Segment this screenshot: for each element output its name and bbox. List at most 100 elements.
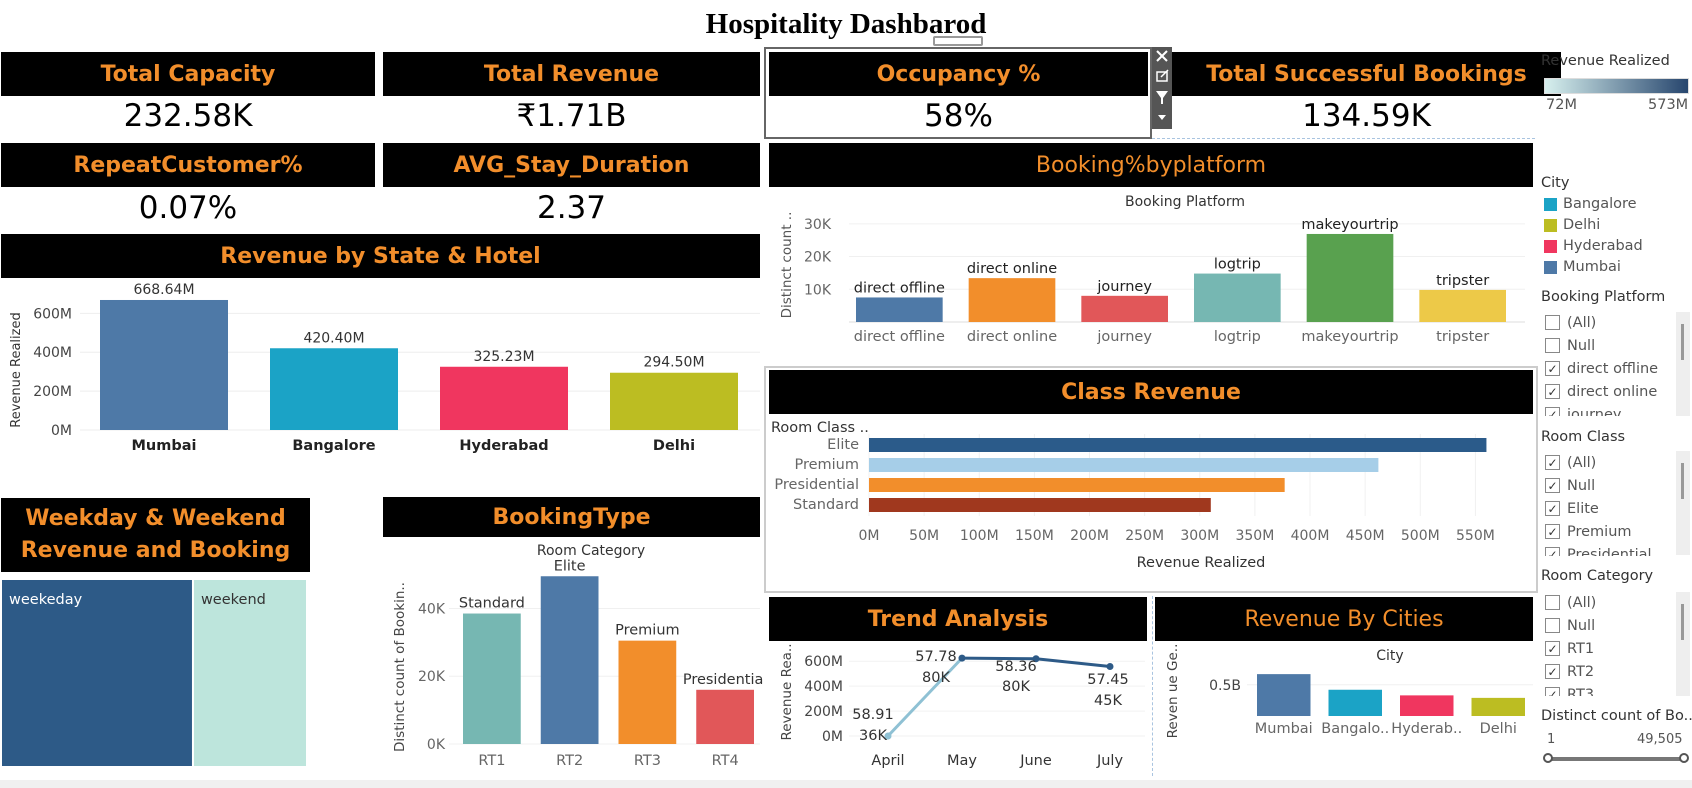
scrollbar-thumb[interactable] <box>1681 324 1684 360</box>
checkbox-checked[interactable]: ✓ <box>1545 478 1560 493</box>
slider-min-handle[interactable] <box>1543 753 1553 763</box>
legend-label: Mumbai <box>1563 259 1621 275</box>
kpi-repeat-customer-header: RepeatCustomer% <box>1 143 375 187</box>
room-class-filter-list[interactable]: ✓ (All) ✓ Null ✓ Elite ✓ Premium ✓ Presidential <box>1541 451 1681 556</box>
filter-option-label: Elite <box>1567 500 1599 517</box>
data-label-occupancy: 57.45 <box>1087 672 1129 688</box>
filter-option[interactable]: ✓ (All) <box>1541 451 1681 474</box>
x-tick-label: makeyourtrip <box>1301 329 1398 345</box>
checkbox-checked[interactable]: ✓ <box>1545 361 1560 376</box>
legend-swatch <box>1544 218 1557 232</box>
filter-option-label: RT3 <box>1567 686 1595 697</box>
bar-mumbai <box>100 299 228 430</box>
checkbox-checked[interactable]: ✓ <box>1545 664 1560 679</box>
checkbox-checked[interactable]: ✓ <box>1545 384 1560 399</box>
filter-option[interactable]: ✓ direct online <box>1541 380 1681 403</box>
filter-option-label: journey <box>1567 406 1622 417</box>
filter-icon[interactable] <box>1156 91 1168 104</box>
data-label: Standard <box>459 596 525 612</box>
kpi-occupancy-value: 58% <box>924 98 993 134</box>
filter-option-label: RT2 <box>1567 663 1595 680</box>
revenue-by-cities-ylabel: Reven ue Ge.. <box>1165 644 1181 739</box>
class-revenue-axis-title: Room Class .. <box>771 420 869 436</box>
checkbox-checked[interactable]: ✓ <box>1545 641 1560 656</box>
room-category-filter-list[interactable]: (All) Null ✓ RT1 ✓ RT2 ✓ RT3 <box>1541 591 1681 696</box>
filter-option[interactable]: ✓ RT3 <box>1541 683 1681 696</box>
checkbox-checked[interactable]: ✓ <box>1545 501 1560 516</box>
room-category-filter-scrollbar[interactable] <box>1676 592 1690 696</box>
checkbox-checked[interactable]: ✓ <box>1545 524 1560 539</box>
weekday-weekend-title-line1: Weekday & Weekend <box>25 506 286 531</box>
filter-option-label: direct offline <box>1567 360 1659 377</box>
checkbox-unchecked[interactable] <box>1545 618 1560 633</box>
bar-hyderabad <box>440 366 568 430</box>
revenue-by-state-chart: 0M 200M 400M 600M 668.64M Mumbai 420.40M Banga… <box>9 282 760 454</box>
city-legend-item[interactable]: Delhi <box>1544 217 1600 233</box>
revenue-by-cities-chart: City Reven ue Ge.. 0.5B Mumbai Bangalo.. Hy… <box>1165 644 1533 739</box>
booking-platform-header: Booking%byplatform <box>769 143 1533 187</box>
checkbox-checked[interactable]: ✓ <box>1545 547 1560 556</box>
filter-option[interactable]: Null <box>1541 334 1681 357</box>
bar-standard <box>869 498 1211 512</box>
filter-option-label: Null <box>1567 617 1596 634</box>
more-options-icon[interactable] <box>1158 115 1166 120</box>
bar-city <box>1328 689 1382 716</box>
slider-max-handle[interactable] <box>1679 753 1689 763</box>
close-icon[interactable] <box>1156 50 1168 62</box>
y-tick-label: 20K <box>804 250 832 266</box>
selected-worksheet-frame[interactable] <box>764 47 1152 139</box>
kpi-occupancy-header: Occupancy % <box>769 52 1148 96</box>
bar-tripster <box>1419 289 1506 322</box>
filter-option-label: Presidential <box>1567 546 1652 557</box>
filter-option[interactable]: (All) <box>1541 311 1681 334</box>
bar-rt2 <box>540 576 599 744</box>
kpi-total-revenue-header: Total Revenue <box>383 52 760 96</box>
y-tick-label: 600M <box>804 654 843 670</box>
filter-option[interactable]: ✓ Presidential <box>1541 543 1681 556</box>
booking-platform-filter-list[interactable]: (All) Null ✓ direct offline ✓ direct online ✓ j… <box>1541 311 1681 416</box>
trend-analysis-header: Trend Analysis <box>769 597 1147 641</box>
checkbox-unchecked[interactable] <box>1545 315 1560 330</box>
trend-line-segment <box>1035 657 1111 668</box>
bar-makeyourtrip <box>1306 233 1394 322</box>
filter-option[interactable]: ✓ direct offline <box>1541 357 1681 380</box>
filter-option[interactable]: Null <box>1541 614 1681 637</box>
distinct-count-slider-track[interactable] <box>1548 757 1684 761</box>
filter-option[interactable]: ✓ RT2 <box>1541 660 1681 683</box>
checkbox-unchecked[interactable] <box>1545 338 1560 353</box>
checkbox-checked[interactable]: ✓ <box>1545 407 1560 416</box>
city-legend-title: City <box>1541 175 1570 191</box>
bar-city <box>1471 697 1525 716</box>
checkbox-unchecked[interactable] <box>1545 595 1560 610</box>
x-tick-label: Delhi <box>1480 721 1517 737</box>
room-category-filter-items: (All) Null ✓ RT1 ✓ RT2 ✓ RT3 <box>1541 591 1681 696</box>
city-legend-item[interactable]: Bangalore <box>1544 196 1637 212</box>
city-legend-item[interactable]: Mumbai <box>1544 259 1621 275</box>
filter-option[interactable]: (All) <box>1541 591 1681 614</box>
data-label: Elite <box>554 558 586 574</box>
booking-platform-filter-scrollbar[interactable] <box>1676 312 1690 416</box>
y-tick-label: 40K <box>418 601 446 617</box>
data-label: logtrip <box>1214 257 1261 273</box>
drag-handle[interactable] <box>933 36 983 46</box>
go-to-sheet-icon[interactable] <box>1156 69 1169 82</box>
trend-analysis-plot: 0M 200M 400M 600M April May June July 58.91 36K 57… <box>804 649 1145 769</box>
city-legend-item[interactable]: Hyderabad <box>1544 238 1643 254</box>
room-class-filter-scrollbar[interactable] <box>1676 451 1690 555</box>
checkbox-checked[interactable]: ✓ <box>1545 455 1560 470</box>
scrollbar-thumb[interactable] <box>1681 463 1684 499</box>
checkbox-checked[interactable]: ✓ <box>1545 687 1560 696</box>
x-tick-label: direct online <box>967 329 1057 345</box>
y-tick-label: 0K <box>427 737 446 753</box>
filter-option[interactable]: ✓ Elite <box>1541 497 1681 520</box>
filter-option[interactable]: ✓ Premium <box>1541 520 1681 543</box>
revenue-by-state-ylabel: Revenue Realized <box>9 312 24 427</box>
scrollbar-thumb[interactable] <box>1681 604 1684 640</box>
filter-option[interactable]: ✓ Null <box>1541 474 1681 497</box>
filter-option[interactable]: ✓ RT1 <box>1541 637 1681 660</box>
filter-option[interactable]: ✓ journey <box>1541 403 1681 416</box>
y-tick-label: Premium <box>794 457 859 473</box>
revenue-cities-header: Revenue By Cities <box>1155 597 1533 641</box>
legend-swatch <box>1544 260 1557 274</box>
revenue-by-cities-plot: 0.5B Mumbai Bangalo.. Hyderab.. Delhi <box>1209 674 1533 737</box>
